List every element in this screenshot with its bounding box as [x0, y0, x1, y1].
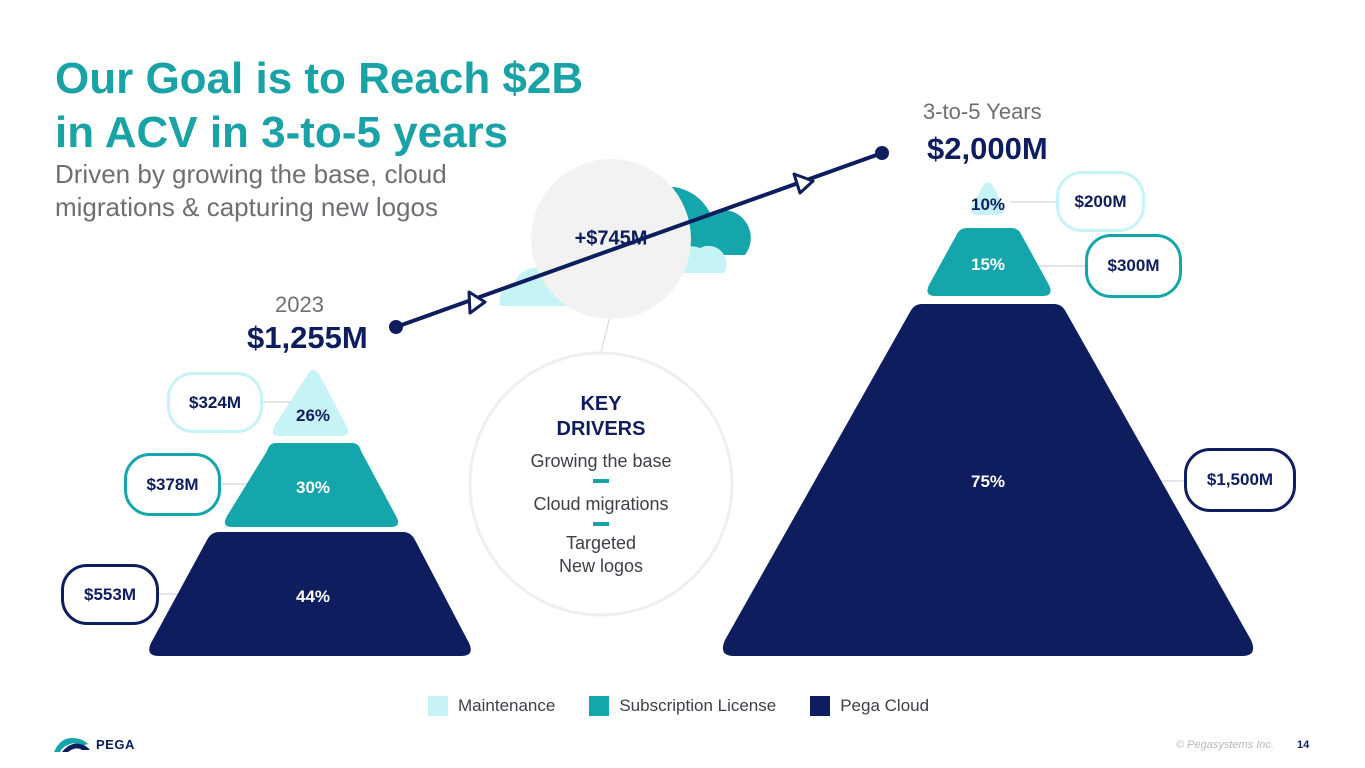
- pega-logo-text: PEGA: [96, 736, 135, 752]
- value-pill-2023-maintenance: $324M: [167, 372, 263, 433]
- title-line-2: in ACV in 3-to-5 years: [55, 108, 509, 157]
- pct-2023-subscription: 30%: [295, 478, 331, 497]
- pyramid-3to5-cloud: [722, 304, 1254, 656]
- value-2023-maintenance: $324M: [189, 392, 241, 412]
- key-drivers-title-line-1: KEY: [580, 393, 622, 415]
- value-2023-cloud: $553M: [84, 584, 136, 604]
- legend-label-maintenance: Maintenance: [458, 696, 556, 715]
- legend-label-cloud: Pega Cloud: [840, 696, 930, 715]
- key-drivers-circle: [468, 351, 734, 617]
- pyramid-3to5-subscription: [927, 228, 1051, 296]
- value-pill-3to5-subscription: $300M: [1085, 234, 1182, 298]
- subtitle-line-2: migrations & capturing new logos: [55, 192, 438, 222]
- key-drivers-title-line-2: DRIVERS: [556, 418, 646, 440]
- legend-label-subscription: Subscription License: [619, 696, 777, 715]
- pyramid-2023-cloud: [149, 532, 471, 656]
- pyramid-2023-subscription: [224, 443, 399, 527]
- chart-legend: Maintenance Subscription License Pega Cl…: [428, 696, 929, 716]
- driver-separator-2: [593, 522, 609, 526]
- legend-item-maintenance: Maintenance: [428, 696, 555, 716]
- legend-swatch-maintenance: [428, 696, 448, 716]
- increase-bubble: [531, 159, 691, 319]
- period-2023-label: 2023: [275, 292, 324, 317]
- growth-start-dot: [389, 320, 403, 334]
- title-line-1: Our Goal is to Reach $2B: [55, 54, 584, 103]
- copyright: © Pegasystems Inc.: [1176, 739, 1274, 751]
- driver-targeted-new-logos: Targeted New logos: [559, 532, 643, 578]
- pega-logo: PEGA: [52, 734, 135, 754]
- key-drivers: KEY DRIVERS Growing the base Cloud migra…: [491, 392, 711, 578]
- total-3to5: $2,000M: [927, 131, 1048, 166]
- pega-logo-mark-icon: [54, 738, 90, 752]
- page-number: 14: [1297, 739, 1310, 751]
- pyramid-3-to-5-years: [722, 182, 1254, 656]
- pct-2023-maintenance: 26%: [295, 406, 331, 425]
- period-3to5-label: 3-to-5 Years: [923, 99, 1042, 124]
- page-subtitle: Driven by growing the base, cloud migrat…: [55, 158, 447, 224]
- value-pill-3to5-cloud: $1,500M: [1184, 448, 1296, 512]
- pyramid-3to5-maintenance: [970, 182, 1005, 215]
- value-3to5-maintenance: $200M: [1074, 191, 1127, 211]
- value-pill-2023-subscription: $378M: [124, 453, 221, 516]
- pct-3to5-subscription: 15%: [970, 255, 1006, 274]
- driver-targeted-line-1: Targeted: [565, 533, 637, 553]
- page-title: Our Goal is to Reach $2B in ACV in 3-to-…: [55, 52, 583, 160]
- value-pill-3to5-maintenance: $200M: [1056, 171, 1145, 232]
- value-3to5-cloud: $1,500M: [1206, 470, 1274, 489]
- pyramid-2023: [149, 370, 471, 656]
- total-2023: $1,255M: [247, 320, 368, 355]
- value-pill-2023-cloud: $553M: [61, 564, 159, 625]
- driver-targeted-line-2: New logos: [558, 556, 644, 576]
- subtitle-line-1: Driven by growing the base, cloud: [55, 159, 447, 189]
- value-3to5-subscription: $300M: [1107, 256, 1160, 275]
- driver-separator-1: [593, 479, 609, 483]
- pct-3to5-cloud: 75%: [970, 472, 1006, 491]
- growth-arrow-1-icon: [467, 290, 487, 315]
- growth-end-dot: [875, 146, 889, 160]
- pct-2023-cloud: 44%: [295, 587, 331, 606]
- pyramid-2023-maintenance: [272, 370, 349, 436]
- increase-label: +$745M: [574, 227, 648, 250]
- key-drivers-title: KEY DRIVERS: [557, 392, 646, 442]
- growth-arrow-2-icon: [792, 172, 815, 195]
- legend-swatch-cloud: [810, 696, 831, 716]
- value-2023-subscription: $378M: [146, 474, 199, 494]
- legend-swatch-subscription: [589, 696, 610, 716]
- driver-growing-base: Growing the base: [530, 451, 672, 471]
- legend-item-cloud: Pega Cloud: [810, 696, 929, 716]
- driver-cloud-migrations: Cloud migrations: [533, 494, 669, 514]
- pct-3to5-maintenance: 10%: [970, 195, 1006, 214]
- legend-item-subscription: Subscription License: [589, 696, 776, 716]
